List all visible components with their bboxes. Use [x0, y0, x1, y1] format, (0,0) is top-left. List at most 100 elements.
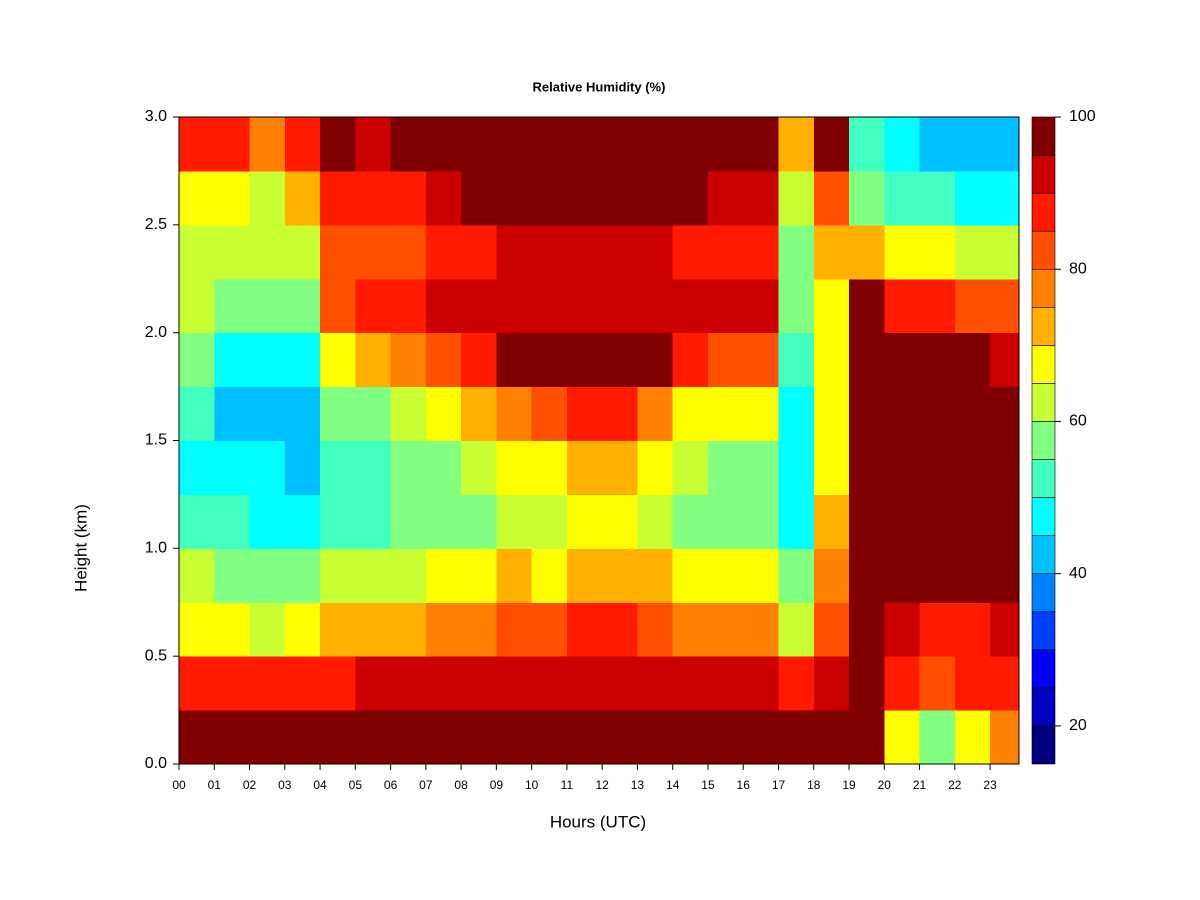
- heatmap-cell: [249, 602, 286, 657]
- x-tick-label: 11: [561, 778, 574, 792]
- heatmap-cell: [884, 602, 921, 657]
- heatmap-cell: [849, 710, 885, 765]
- heatmap-cell: [637, 170, 674, 226]
- heatmap-cell: [849, 494, 885, 549]
- heatmap-cell: [531, 386, 568, 441]
- heatmap-cell: [566, 170, 603, 226]
- colorbar-band: [1031, 116, 1056, 156]
- x-tick-label: 20: [878, 778, 892, 792]
- heatmap-cell: [179, 278, 215, 334]
- heatmap-cell: [179, 117, 215, 172]
- heatmap-cell: [849, 656, 885, 711]
- heatmap-cell: [461, 278, 497, 334]
- heatmap-cell: [813, 440, 850, 495]
- colorbar-tick-label: 80: [1069, 260, 1087, 277]
- heatmap-cell: [355, 224, 392, 280]
- heatmap-cell: [355, 278, 392, 334]
- heatmap-cell: [355, 117, 392, 172]
- heatmap-cell: [425, 440, 462, 495]
- heatmap-cell: [884, 332, 921, 388]
- heatmap-cell: [390, 386, 427, 441]
- heatmap-cell: [849, 117, 885, 172]
- heatmap-cell: [602, 548, 638, 603]
- heatmap-cell: [214, 278, 251, 334]
- heatmap-cell: [919, 386, 956, 441]
- heatmap-cell: [919, 224, 956, 280]
- heatmap-cell: [320, 386, 356, 441]
- heatmap-cell: [884, 170, 921, 226]
- heatmap-cell: [637, 548, 674, 603]
- heatmap-cell: [566, 278, 603, 334]
- heatmap-cell: [672, 117, 709, 172]
- colorbar-band: [1031, 230, 1056, 270]
- heatmap-cell: [249, 386, 286, 441]
- heatmap-cell: [496, 170, 533, 226]
- heatmap-cell: [214, 117, 251, 172]
- heatmap-cell: [743, 494, 779, 549]
- heatmap-cell: [778, 224, 815, 280]
- x-tick-label: 06: [384, 778, 398, 792]
- heatmap-cell: [778, 278, 815, 334]
- heatmap-cell: [919, 332, 956, 388]
- heatmap-cell: [249, 494, 286, 549]
- heatmap-cell: [320, 117, 356, 172]
- y-tick-label: 1.0: [145, 540, 167, 557]
- heatmap-cell: [566, 710, 603, 765]
- heatmap-cell: [813, 332, 850, 388]
- heatmap-cell: [743, 170, 779, 226]
- heatmap-cell: [531, 170, 568, 226]
- heatmap-cell: [531, 602, 568, 657]
- heatmap-cell: [425, 494, 462, 549]
- heatmap-cell: [425, 170, 462, 226]
- heatmap-cell: [954, 656, 991, 711]
- heatmap-cell: [249, 710, 286, 765]
- heatmap-cell: [849, 332, 885, 388]
- heatmap-cell: [390, 278, 427, 334]
- heatmap-cell: [919, 440, 956, 495]
- heatmap-cell: [602, 440, 638, 495]
- colorbar-tick-label: 100: [1069, 108, 1096, 125]
- heatmap-cell: [284, 656, 321, 711]
- heatmap-cell: [672, 548, 709, 603]
- heatmap-cell: [214, 386, 251, 441]
- heatmap-cell: [179, 170, 215, 226]
- heatmap-cell: [355, 602, 392, 657]
- heatmap-cell: [602, 332, 638, 388]
- heatmap-cell: [919, 494, 956, 549]
- heatmap-cell: [672, 278, 709, 334]
- heatmap-cell: [461, 602, 497, 657]
- heatmap-cell: [707, 440, 744, 495]
- heatmap-cell: [390, 224, 427, 280]
- x-tick-label: 23: [983, 778, 997, 792]
- heatmap-cell: [954, 548, 991, 603]
- heatmap-cell: [919, 278, 956, 334]
- heatmap-cell: [778, 386, 815, 441]
- heatmap-cell: [284, 170, 321, 226]
- heatmap-cell: [813, 494, 850, 549]
- x-tick-label: 14: [666, 778, 680, 792]
- heatmap-cell: [884, 494, 921, 549]
- heatmap-cell: [954, 494, 991, 549]
- heatmap-cell: [849, 548, 885, 603]
- heatmap-cell: [707, 278, 744, 334]
- chart-title: Relative Humidity (%): [533, 79, 666, 94]
- heatmap-cell: [214, 602, 251, 657]
- heatmap-cell: [778, 332, 815, 388]
- heatmap-cell: [707, 170, 744, 226]
- heatmap-cell: [990, 224, 1020, 280]
- heatmap-cell: [496, 602, 533, 657]
- colorbar-tick-label: 20: [1069, 717, 1087, 734]
- heatmap-cell: [707, 386, 744, 441]
- heatmap-cell: [320, 548, 356, 603]
- heatmap-cell: [707, 494, 744, 549]
- heatmap-cell: [884, 548, 921, 603]
- heatmap-cell: [496, 332, 533, 388]
- heatmap-cell: [778, 710, 815, 765]
- heatmap-cell: [743, 548, 779, 603]
- heatmap-cell: [461, 170, 497, 226]
- heatmap-cell: [919, 170, 956, 226]
- heatmap-cell: [813, 386, 850, 441]
- heatmap-cell: [355, 332, 392, 388]
- heatmap-cell: [390, 440, 427, 495]
- heatmap-cell: [284, 332, 321, 388]
